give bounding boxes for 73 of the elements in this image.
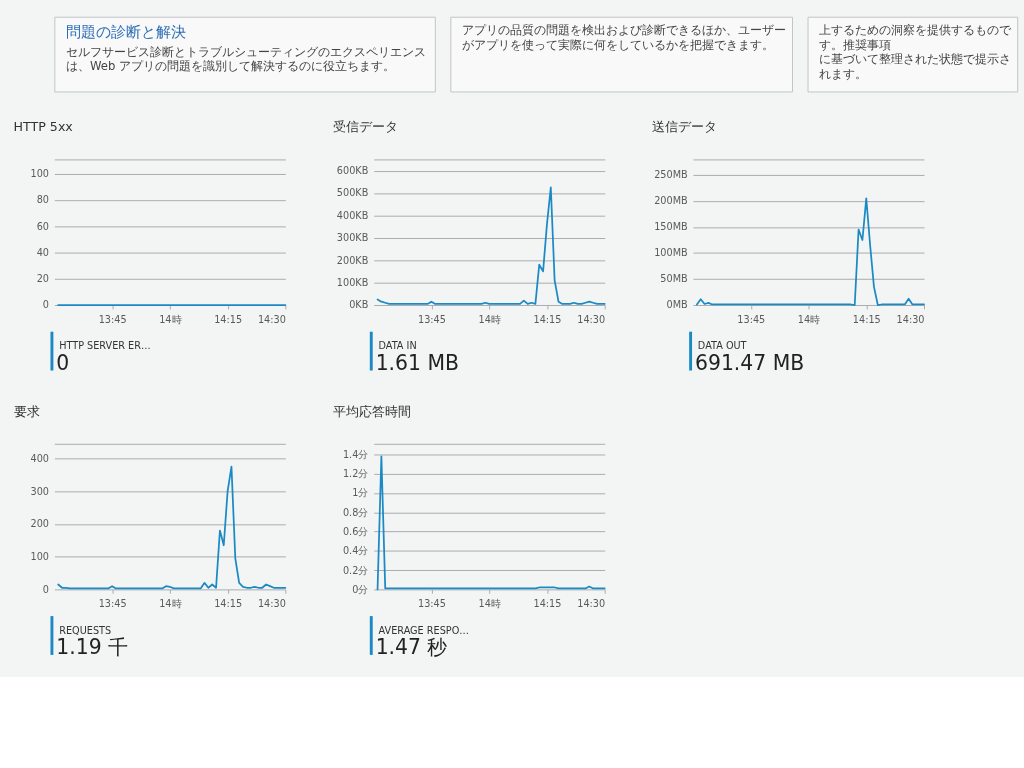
y-tick-label: 0MB — [666, 299, 688, 311]
y-tick-label: 200 — [30, 518, 50, 530]
y-tick-label: 0.2分 — [342, 564, 369, 576]
text: AVERAGE RESPO… — [378, 624, 469, 636]
chart-title: 平均応答時間 — [332, 403, 411, 419]
x-tick-label: 14時 — [478, 313, 501, 325]
y-tick-label: 200KB — [336, 254, 369, 266]
y-tick-label: 1.2分 — [342, 468, 369, 480]
x-tick-label: 14時 — [159, 313, 182, 325]
y-tick-label: 100 — [30, 168, 50, 180]
x-tick-label: 14:15 — [533, 598, 562, 610]
x-tick-label: 14:30 — [257, 313, 286, 325]
x-tick-label: 14:30 — [577, 313, 606, 325]
x-tick-label: 13:45 — [737, 313, 766, 325]
y-tick-label: 500KB — [336, 187, 369, 199]
text: 1.19 千 — [56, 635, 129, 660]
x-tick-label: 14:15 — [533, 313, 562, 325]
y-tick-label: 0.8分 — [342, 506, 369, 518]
text: アプリの品質の問題を検出および診断できるほか、ユーザーがアプリを使って実際に何をしているかを把握できます。 — [462, 23, 787, 52]
y-tick-label: 400 — [30, 452, 50, 464]
y-tick-label: 0 — [42, 583, 50, 595]
text: DATA OUT — [697, 340, 747, 352]
x-tick-label: 14時 — [478, 598, 501, 610]
y-tick-label: 600KB — [336, 165, 369, 177]
y-tick-label: 60 — [36, 220, 50, 232]
y-tick-label: 300KB — [336, 232, 369, 244]
y-tick-label: 50MB — [660, 273, 688, 285]
x-tick-label: 14時 — [797, 313, 821, 325]
text: HTTP SERVER ER… — [59, 340, 151, 352]
x-tick-label: 13:45 — [417, 598, 446, 610]
text: に基づいて整理された状態で提示されます。 — [819, 52, 1012, 81]
text: REQUESTS — [59, 624, 112, 636]
x-tick-label: 14:30 — [577, 598, 606, 610]
text: 691.47 MB — [694, 351, 805, 376]
chart-title: 受信データ — [332, 119, 398, 135]
x-tick-label: 13:45 — [98, 313, 127, 325]
y-tick-label: 100KB — [336, 277, 369, 289]
x-tick-label: 13:45 — [417, 313, 446, 325]
x-tick-label: 13:45 — [98, 598, 127, 610]
y-tick-label: 250MB — [654, 169, 688, 181]
y-tick-label: 0KB — [349, 299, 369, 311]
y-tick-label: 1分 — [352, 487, 369, 499]
text: 1.61 MB — [375, 351, 460, 376]
y-tick-label: 0分 — [352, 583, 369, 595]
y-tick-label: 100 — [30, 551, 50, 563]
y-tick-label: 0.6分 — [342, 525, 369, 537]
y-tick-label: 300 — [30, 485, 50, 497]
y-tick-label: 200MB — [654, 195, 688, 207]
y-tick-label: 150MB — [654, 221, 688, 233]
y-tick-label: 400KB — [336, 209, 369, 221]
text: 1.47 秒 — [375, 635, 448, 660]
chart-title: HTTP 5xx — [13, 119, 74, 135]
text: 問題の診断と解決 — [66, 23, 186, 41]
x-tick-label: 14:15 — [852, 313, 881, 325]
y-tick-label: 40 — [36, 246, 50, 258]
x-tick-label: 14時 — [159, 598, 182, 610]
y-tick-label: 20 — [36, 273, 50, 285]
y-tick-label: 0 — [42, 299, 50, 311]
y-tick-label: 1.4分 — [342, 448, 369, 460]
x-tick-label: 14:30 — [896, 313, 925, 325]
y-tick-label: 100MB — [654, 247, 688, 259]
line-series — [696, 197, 925, 306]
y-tick-label: 80 — [36, 194, 50, 206]
x-tick-label: 14:30 — [257, 598, 286, 610]
x-tick-label: 14:15 — [214, 598, 243, 610]
text: セルフサービス診断とトラブルシューティングのエクスペリエンスは、Web アプリの問題を識別して解決するのに役立ちます。 — [66, 44, 426, 74]
chart-title: 送信データ — [652, 119, 718, 135]
line-series — [376, 455, 606, 591]
text: 上するための洞察を提供するものです。推奨事項 — [819, 23, 1013, 52]
y-tick-label: 0.4分 — [342, 545, 369, 557]
chart-title: 要求 — [13, 403, 40, 419]
x-tick-label: 14:15 — [214, 313, 243, 325]
text: DATA IN — [378, 340, 417, 352]
